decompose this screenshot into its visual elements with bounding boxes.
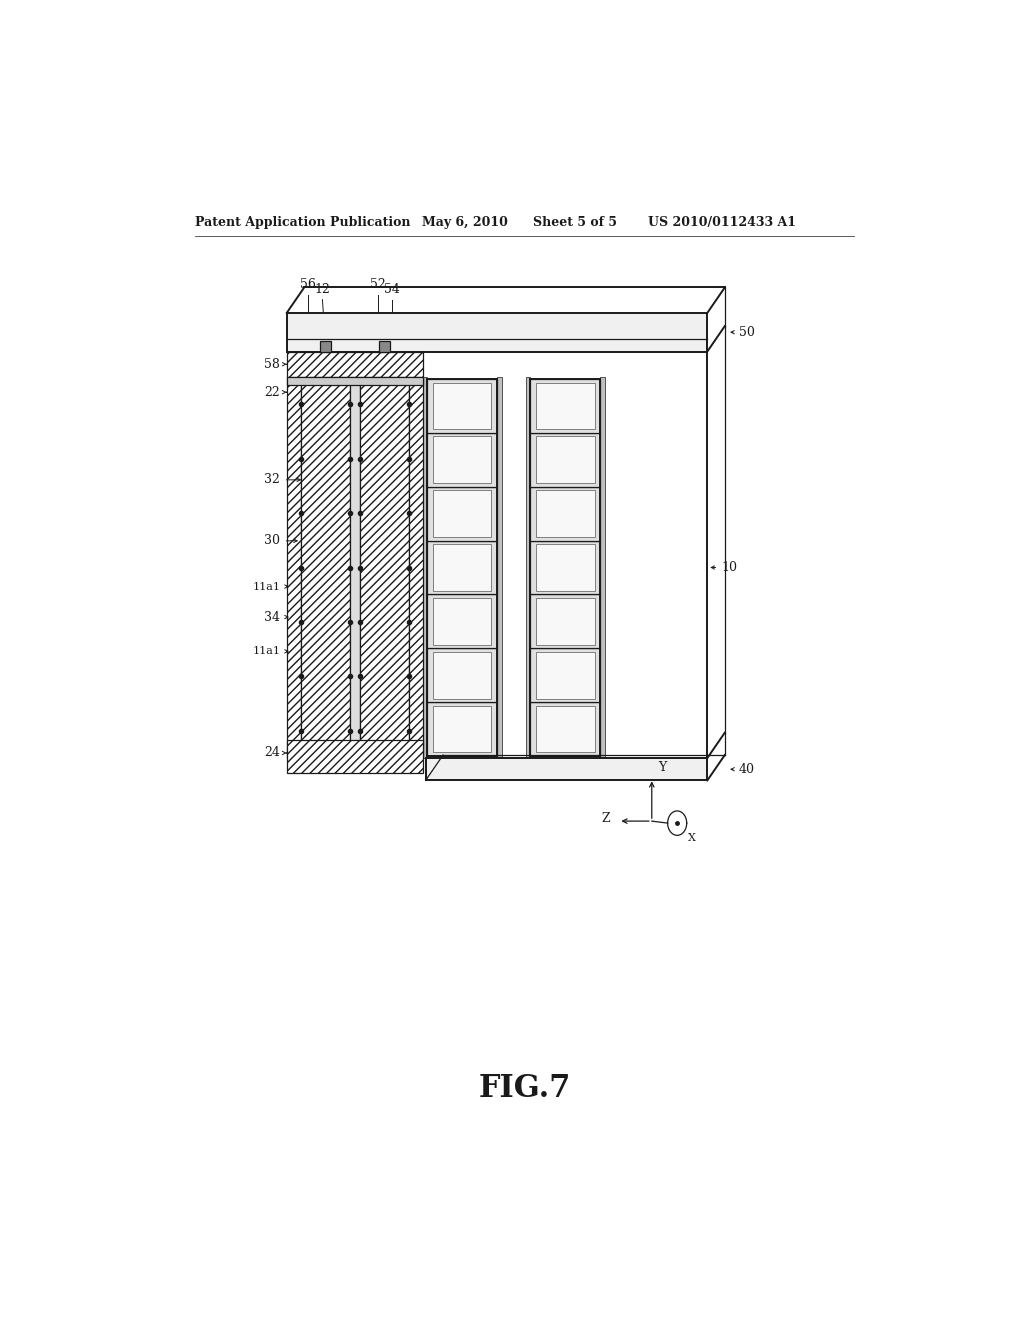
- Bar: [427, 487, 497, 541]
- Bar: [433, 652, 492, 698]
- Bar: [287, 313, 708, 351]
- Bar: [427, 594, 497, 648]
- Text: 58: 58: [264, 358, 281, 371]
- Text: 30: 30: [264, 535, 281, 548]
- Text: 50: 50: [739, 326, 755, 339]
- Bar: [536, 706, 595, 752]
- Text: 40: 40: [739, 763, 755, 776]
- Text: 52: 52: [370, 277, 386, 290]
- Bar: [350, 378, 359, 758]
- Bar: [379, 342, 390, 351]
- Bar: [536, 437, 595, 483]
- Bar: [536, 383, 595, 429]
- Text: Patent Application Publication: Patent Application Publication: [196, 216, 411, 230]
- Text: US 2010/0112433 A1: US 2010/0112433 A1: [648, 216, 796, 230]
- Text: 24: 24: [264, 747, 281, 759]
- Bar: [287, 378, 301, 758]
- Text: 12: 12: [314, 282, 331, 296]
- Bar: [433, 383, 492, 429]
- Bar: [427, 541, 497, 594]
- Bar: [321, 342, 331, 351]
- Text: Sheet 5 of 5: Sheet 5 of 5: [532, 216, 616, 230]
- Text: 22: 22: [264, 385, 281, 399]
- Bar: [433, 598, 492, 644]
- Bar: [426, 758, 708, 780]
- Bar: [427, 433, 497, 487]
- Bar: [423, 378, 427, 758]
- Bar: [536, 490, 595, 537]
- Text: Z: Z: [602, 812, 610, 825]
- Bar: [600, 378, 605, 758]
- Bar: [530, 594, 600, 648]
- Bar: [530, 648, 600, 702]
- Bar: [536, 652, 595, 698]
- Text: X: X: [688, 833, 696, 843]
- Text: Y: Y: [658, 762, 667, 775]
- Bar: [536, 544, 595, 591]
- Bar: [287, 739, 423, 774]
- Bar: [301, 378, 350, 758]
- Bar: [530, 541, 600, 594]
- Bar: [427, 648, 497, 702]
- Text: FIG.7: FIG.7: [478, 1073, 571, 1104]
- Text: 56: 56: [300, 277, 316, 290]
- Bar: [530, 433, 600, 487]
- Text: 11a1: 11a1: [252, 647, 281, 656]
- Bar: [433, 706, 492, 752]
- Text: 54: 54: [384, 282, 400, 296]
- Bar: [530, 379, 600, 433]
- Text: 34: 34: [264, 611, 281, 623]
- Bar: [497, 378, 502, 758]
- Bar: [359, 378, 409, 758]
- Bar: [536, 598, 595, 644]
- Bar: [287, 351, 423, 378]
- Text: May 6, 2010: May 6, 2010: [422, 216, 508, 230]
- Bar: [427, 379, 497, 433]
- Bar: [409, 378, 423, 758]
- Bar: [525, 378, 530, 758]
- Bar: [433, 544, 492, 591]
- Text: 10: 10: [722, 561, 737, 574]
- Bar: [433, 437, 492, 483]
- Bar: [530, 379, 600, 756]
- Bar: [530, 702, 600, 756]
- Bar: [287, 378, 423, 385]
- Text: 11a1: 11a1: [252, 582, 281, 591]
- Bar: [427, 379, 497, 756]
- Text: 32: 32: [264, 474, 281, 486]
- Bar: [427, 702, 497, 756]
- Bar: [530, 487, 600, 541]
- Bar: [433, 490, 492, 537]
